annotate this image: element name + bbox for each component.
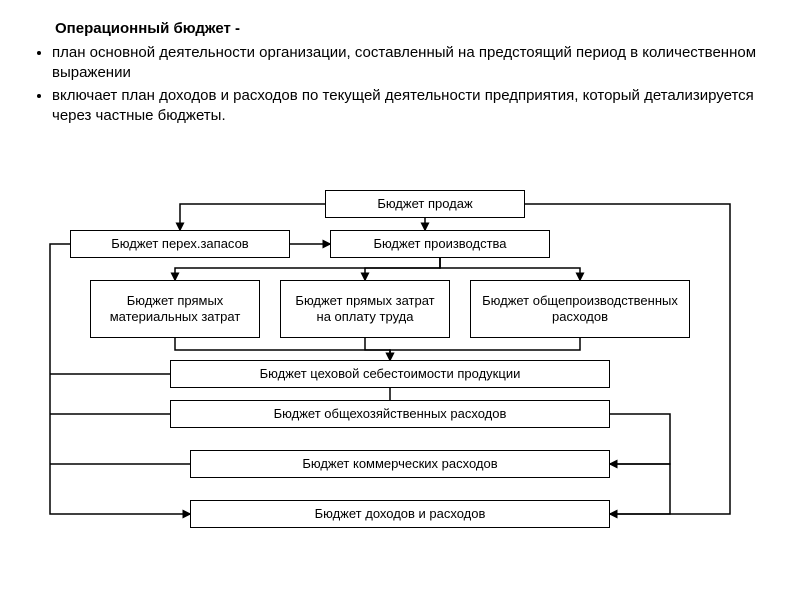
- node-pnl: Бюджет доходов и расходов: [190, 500, 610, 528]
- node-comm: Бюджет коммерческих расходов: [190, 450, 610, 478]
- edge: [365, 258, 440, 280]
- edge: [175, 338, 390, 360]
- bullet-item: включает план доходов и расходов по теку…: [52, 86, 770, 127]
- edge: [175, 258, 440, 280]
- node-mat: Бюджет прямых материальных затрат: [90, 280, 260, 338]
- edge: [610, 464, 670, 514]
- node-genexp: Бюджет общехозяйственных расходов: [170, 400, 610, 428]
- edge: [610, 414, 670, 464]
- node-inv: Бюджет перех.запасов: [70, 230, 290, 258]
- node-prod: Бюджет производства: [330, 230, 550, 258]
- edge: [365, 338, 390, 360]
- node-sales: Бюджет продаж: [325, 190, 525, 218]
- bullet-item: план основной деятельности организации, …: [52, 43, 770, 84]
- page-title: Операционный бюджет -: [55, 20, 770, 37]
- bullet-list: план основной деятельности организации, …: [52, 43, 770, 126]
- edge: [390, 338, 580, 360]
- node-shop: Бюджет цеховой себестоимости продукции: [170, 360, 610, 388]
- node-ovh: Бюджет общепроизводственных расходов: [470, 280, 690, 338]
- edge: [440, 258, 580, 280]
- flowchart: Бюджет продаж Бюджет перех.запасов Бюджет …: [30, 190, 770, 580]
- node-labor: Бюджет прямых затрат на оплату труда: [280, 280, 450, 338]
- edge: [180, 204, 325, 230]
